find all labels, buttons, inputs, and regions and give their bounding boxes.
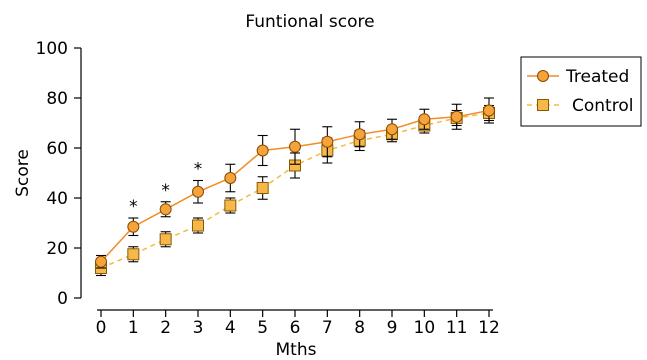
data-point <box>192 219 204 232</box>
data-point <box>127 220 140 233</box>
legend-treated-label: Treated <box>565 67 629 87</box>
legend: Treated Control <box>520 56 642 127</box>
x-tick-label: 3 <box>193 318 204 338</box>
data-point <box>386 123 398 136</box>
x-tick-label: 2 <box>160 318 171 338</box>
significance-marker: * <box>129 197 138 217</box>
y-tick-label: 40 <box>46 189 68 209</box>
data-point <box>483 104 495 117</box>
y-tick-label: 0 <box>57 289 68 309</box>
x-tick-label: 5 <box>257 318 268 338</box>
data-point <box>256 182 269 194</box>
data-point <box>289 140 301 153</box>
y-tick-label: 20 <box>46 239 68 259</box>
significance-marker: * <box>161 181 170 201</box>
legend-control-marker <box>537 99 549 111</box>
y-tick-label: 60 <box>46 139 68 159</box>
x-tick-label: 0 <box>96 318 107 338</box>
legend-box <box>520 56 642 127</box>
data-point <box>450 110 463 123</box>
x-tick-label: 7 <box>322 318 333 338</box>
x-tick-label: 1 <box>128 318 139 338</box>
axes <box>80 48 493 311</box>
x-tick-label: 11 <box>446 318 468 338</box>
data-point <box>192 185 204 198</box>
y-ticks: 0 20 40 60 80 100 <box>36 39 81 309</box>
legend-control-label: Control <box>572 96 633 116</box>
data-point <box>159 203 172 216</box>
x-tick-label: 12 <box>478 318 500 338</box>
data-point <box>224 199 237 212</box>
x-axis-title: Mths <box>276 340 317 360</box>
significance-marker: * <box>194 160 203 180</box>
y-axis-title: Score <box>13 149 33 197</box>
y-tick-label: 80 <box>46 89 68 109</box>
data-point <box>321 135 334 148</box>
x-tick-label: 10 <box>414 318 436 338</box>
x-tick-label: 4 <box>225 318 236 338</box>
x-tick-label: 8 <box>354 318 365 338</box>
data-point <box>127 248 140 261</box>
annotations: * * * <box>129 160 202 218</box>
data-point <box>418 113 431 126</box>
chart-title: Funtional score <box>245 12 374 32</box>
x-tick-label: 6 <box>290 318 301 338</box>
data-point <box>159 233 172 246</box>
x-ticks: 0 1 2 3 4 5 6 7 8 9 10 11 12 <box>96 310 500 338</box>
data-point <box>224 172 237 184</box>
series-layer <box>95 97 495 277</box>
data-point <box>256 144 269 157</box>
data-point <box>353 128 366 141</box>
series-treated <box>95 97 495 269</box>
legend-treated-marker <box>537 70 549 82</box>
data-point <box>95 255 107 268</box>
x-tick-label: 9 <box>387 318 398 338</box>
y-tick-label: 100 <box>36 39 68 59</box>
